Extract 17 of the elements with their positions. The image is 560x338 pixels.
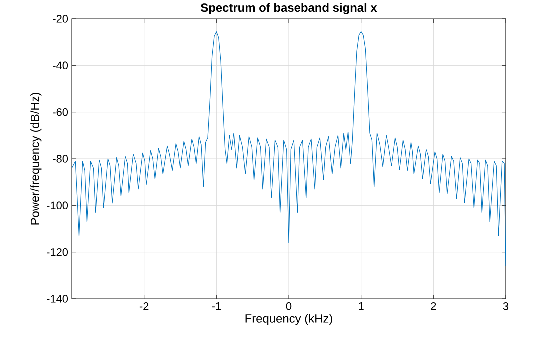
x-tick-label: 3 — [503, 302, 509, 310]
y-tick-label: -40 — [53, 62, 68, 70]
y-tick-label: -60 — [53, 108, 68, 116]
x-tick-label: -1 — [212, 302, 222, 310]
y-tick-label: -20 — [53, 15, 68, 23]
x-tick-label: 0 — [286, 302, 292, 310]
x-axis-title: Frequency (kHz) — [246, 314, 332, 326]
y-tick-label: -140 — [47, 295, 68, 303]
x-tick-label: -2 — [140, 302, 149, 310]
line-series — [72, 32, 506, 267]
chart-title: Spectrum of baseband signal x — [200, 3, 378, 15]
x-tick-label: 2 — [431, 302, 436, 310]
y-tick-label: -80 — [53, 155, 68, 163]
y-tick-label: -120 — [47, 248, 68, 256]
x-tick-label: 1 — [359, 302, 364, 310]
y-axis-title: Power/frequency (dB/Hz) — [30, 93, 42, 225]
y-tick-label: -100 — [47, 202, 68, 210]
